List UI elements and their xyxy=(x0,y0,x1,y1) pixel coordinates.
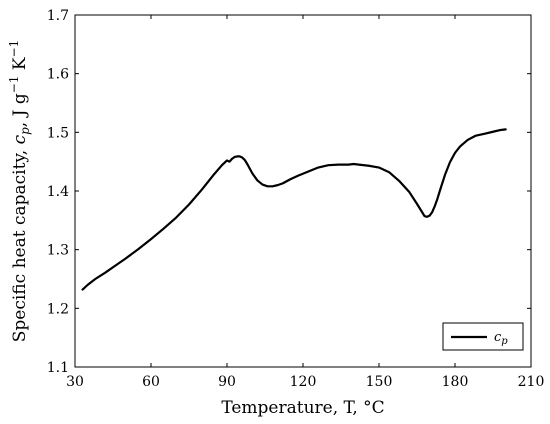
legend-label: cp xyxy=(494,330,508,347)
x-tick-label: 30 xyxy=(66,374,84,390)
y-tick-label: 1.7 xyxy=(47,8,69,24)
x-tick-label: 120 xyxy=(290,374,317,390)
x-axis-label: Temperature, T, °C xyxy=(221,398,384,418)
y-tick-label: 1.3 xyxy=(47,243,69,259)
cp-series-line xyxy=(81,128,507,291)
axis-tick-labels: 30 60 90 120 150 180 210 1.1 1.2 1.3 1.4 1.5 1.6 1.7 xyxy=(47,8,545,390)
y-tick-label: 1.4 xyxy=(47,184,69,200)
x-tick-label: 210 xyxy=(518,374,545,390)
y-tick-label: 1.1 xyxy=(47,360,69,376)
y-axis-label: Specific heat capacity, cp, J g−1 K−1 xyxy=(7,40,32,342)
legend: cp xyxy=(442,322,524,351)
x-tick-label: 90 xyxy=(218,374,236,390)
x-tick-label: 60 xyxy=(142,374,160,390)
x-tick-label: 150 xyxy=(366,374,393,390)
x-tick-label: 180 xyxy=(442,374,469,390)
y-tick-label: 1.2 xyxy=(47,301,69,317)
y-tick-label: 1.5 xyxy=(47,125,69,141)
plot-frame xyxy=(74,14,532,368)
y-tick-label: 1.6 xyxy=(47,67,69,83)
axis-ticks xyxy=(74,14,532,368)
